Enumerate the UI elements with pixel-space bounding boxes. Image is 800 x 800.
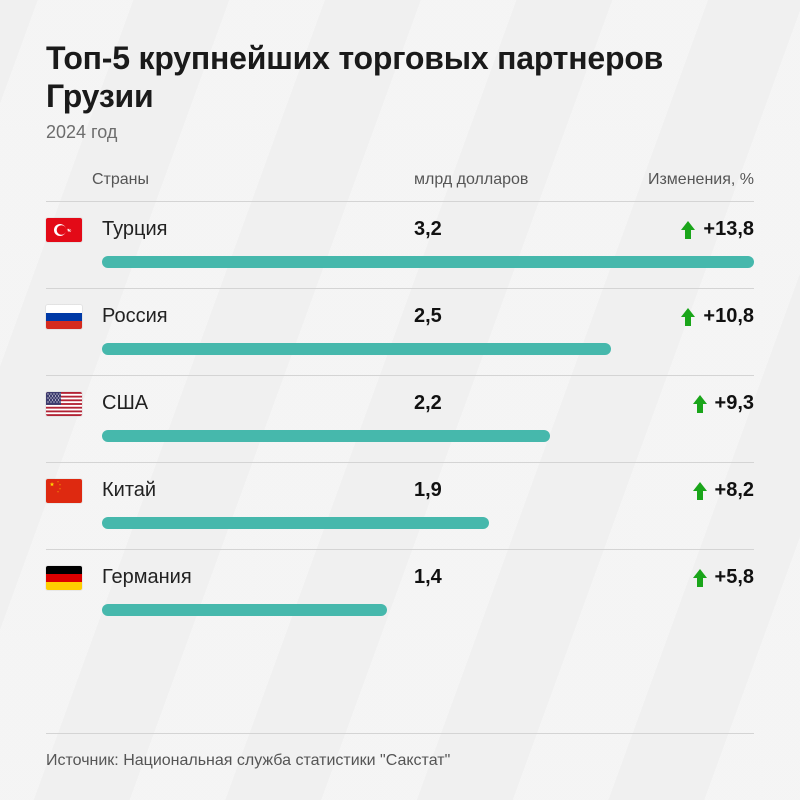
infographic: Топ-5 крупнейших торговых партнеров Груз…	[0, 0, 800, 800]
value-usd-bn: 1,9	[414, 479, 574, 502]
page-subtitle: 2024 год	[46, 122, 754, 143]
value-usd-bn: 3,2	[414, 218, 574, 241]
value-usd-bn: 2,5	[414, 305, 574, 328]
page-title: Топ-5 крупнейших торговых партнеров Груз…	[46, 40, 754, 116]
bar-track	[102, 517, 754, 529]
change-value: +10,8	[703, 305, 754, 328]
data-table: Страны млрд долларов Изменения, % Турция…	[46, 171, 754, 734]
arrow-up-icon	[681, 308, 695, 326]
header-change: Изменения, %	[574, 171, 754, 189]
bar-track	[102, 604, 754, 616]
table-row: Германия 1,4 +5,8	[46, 549, 754, 636]
bar-fill	[102, 343, 611, 355]
change-percent: +8,2	[574, 479, 754, 502]
table-row: Китай 1,9 +8,2	[46, 462, 754, 549]
flag-icon	[46, 479, 82, 503]
arrow-up-icon	[681, 221, 695, 239]
change-percent: +10,8	[574, 305, 754, 328]
bar-track	[102, 256, 754, 268]
source-footer: Источник: Национальная служба статистики…	[46, 733, 754, 770]
flag-icon	[46, 392, 82, 416]
bar-fill	[102, 256, 754, 268]
change-value: +5,8	[715, 566, 754, 589]
bar-fill	[102, 430, 550, 442]
change-value: +13,8	[703, 218, 754, 241]
flag-icon	[46, 566, 82, 590]
country-name: Китай	[92, 479, 414, 502]
header-value: млрд долларов	[414, 171, 574, 189]
bar-track	[102, 343, 754, 355]
country-name: Россия	[92, 305, 414, 328]
arrow-up-icon	[693, 482, 707, 500]
value-usd-bn: 1,4	[414, 566, 574, 589]
arrow-up-icon	[693, 395, 707, 413]
header-country: Страны	[92, 171, 414, 189]
bar-fill	[102, 517, 489, 529]
bar-track	[102, 430, 754, 442]
change-percent: +9,3	[574, 392, 754, 415]
country-name: Германия	[92, 566, 414, 589]
country-name: США	[92, 392, 414, 415]
table-row: Россия 2,5 +10,8	[46, 288, 754, 375]
bar-fill	[102, 604, 387, 616]
flag-icon	[46, 218, 82, 242]
change-value: +9,3	[715, 392, 754, 415]
table-row: Турция 3,2 +13,8	[46, 201, 754, 288]
table-row: США 2,2 +9,3	[46, 375, 754, 462]
table-header: Страны млрд долларов Изменения, %	[46, 171, 754, 201]
arrow-up-icon	[693, 569, 707, 587]
country-name: Турция	[92, 218, 414, 241]
value-usd-bn: 2,2	[414, 392, 574, 415]
change-percent: +13,8	[574, 218, 754, 241]
change-value: +8,2	[715, 479, 754, 502]
change-percent: +5,8	[574, 566, 754, 589]
flag-icon	[46, 305, 82, 329]
